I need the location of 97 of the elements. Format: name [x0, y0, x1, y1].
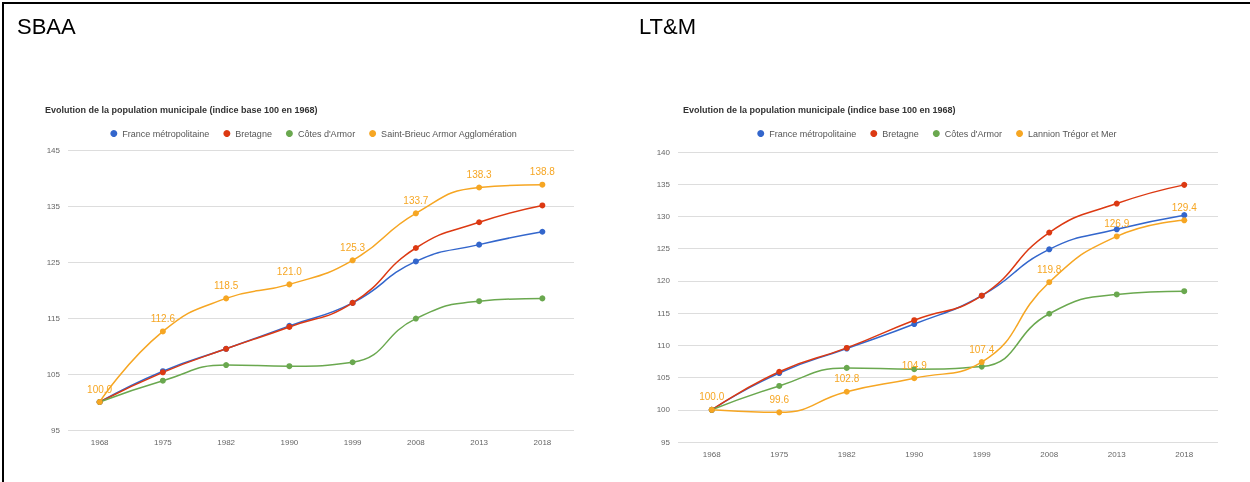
- y-tick-label: 95: [51, 425, 61, 435]
- point: [1113, 291, 1120, 298]
- y-tick-label: 100: [656, 405, 671, 415]
- data-label: 107.4: [969, 343, 995, 355]
- x-tick-label: 1968: [702, 449, 722, 459]
- x-tick-label: 2008: [406, 437, 426, 447]
- x-tick-label: 2018: [1175, 449, 1194, 459]
- point: [1181, 181, 1188, 188]
- point: [476, 184, 483, 191]
- point: [1113, 233, 1120, 240]
- data-label: 129.4: [1171, 201, 1198, 213]
- y-tick-label: 125: [656, 244, 671, 254]
- y-tick-label: 95: [661, 437, 671, 447]
- data-label: 121.0: [276, 265, 303, 277]
- point: [286, 363, 293, 370]
- data-label: 99.6: [769, 393, 790, 405]
- y-tick-label: 135: [656, 179, 671, 189]
- legend-label: Côtes d'Armor: [944, 128, 1003, 139]
- point: [1181, 217, 1188, 224]
- point: [1046, 246, 1053, 253]
- point: [412, 210, 419, 217]
- data-label: 102.8: [834, 373, 860, 385]
- x-tick-label: 1982: [217, 437, 236, 447]
- chart-subtitle: Evolution de la population municipale (indice base 100 en 1968): [45, 104, 318, 115]
- point: [1181, 212, 1188, 219]
- point: [1046, 310, 1053, 317]
- x-tick-label: 2018: [533, 437, 552, 447]
- point: [911, 375, 918, 382]
- data-label: 100.0: [699, 391, 725, 403]
- point: [776, 382, 783, 389]
- x-tick-label: 1968: [90, 437, 110, 447]
- chart-title: LT&M: [639, 13, 697, 39]
- data-label: 112.6: [150, 312, 176, 324]
- point: [286, 281, 293, 288]
- y-tick-label: 120: [656, 276, 671, 286]
- point: [1046, 229, 1053, 236]
- data-label: 138.3: [466, 169, 493, 181]
- x-tick-label: 1982: [837, 449, 857, 459]
- y-tick-label: 140: [656, 147, 671, 157]
- point: [1046, 279, 1053, 286]
- point: [223, 362, 230, 369]
- y-tick-label: 145: [46, 145, 61, 155]
- legend-label: France métropolitaine: [769, 128, 857, 139]
- point: [223, 295, 230, 302]
- x-tick-label: 2013: [470, 437, 489, 447]
- point: [159, 377, 166, 384]
- chart-subtitle: Evolution de la population municipale (indice base 100 en 1968): [683, 104, 956, 115]
- x-tick-label: 1990: [905, 449, 924, 459]
- point: [476, 241, 483, 248]
- point: [349, 257, 356, 264]
- y-tick-label: 115: [657, 308, 671, 318]
- x-tick-label: 1999: [972, 449, 992, 459]
- point: [776, 409, 783, 416]
- legend-label: Lannion Trégor et Mer: [1028, 128, 1117, 139]
- y-tick-label: 105: [656, 373, 671, 383]
- data-label: 126.9: [1104, 217, 1130, 229]
- point: [911, 317, 918, 324]
- y-tick-label: 125: [46, 257, 61, 267]
- x-tick-label: 2008: [1040, 449, 1059, 459]
- point: [412, 258, 419, 265]
- data-label: 104.9: [901, 359, 928, 371]
- data-label: 138.8: [529, 166, 556, 178]
- y-tick-label: 105: [46, 369, 61, 379]
- data-label: 125.3: [340, 241, 366, 253]
- point: [349, 359, 356, 366]
- point: [1181, 288, 1188, 295]
- point: [539, 202, 546, 209]
- point: [539, 295, 546, 302]
- point: [1113, 200, 1120, 207]
- y-tick-label: 130: [656, 211, 671, 221]
- legend-label: Bretagne: [882, 128, 919, 139]
- data-label: 119.8: [1037, 263, 1062, 275]
- point: [412, 315, 419, 322]
- x-tick-label: 1975: [153, 437, 173, 447]
- legend-label: Bretagne: [235, 128, 272, 139]
- x-tick-label: 2013: [1107, 449, 1127, 459]
- point: [978, 359, 985, 366]
- legend-label: Côtes d'Armor: [297, 128, 356, 139]
- legend-label: France métropolitaine: [122, 128, 210, 139]
- x-tick-label: 1999: [343, 437, 363, 447]
- x-tick-label: 1975: [770, 449, 789, 459]
- y-tick-label: 135: [46, 201, 61, 211]
- x-tick-label: 1990: [280, 437, 299, 447]
- data-label: 133.7: [403, 194, 429, 206]
- data-label: 118.5: [213, 279, 239, 291]
- point: [843, 364, 850, 371]
- legend-label: Saint-Brieuc Armor Agglomération: [381, 128, 517, 139]
- point: [539, 228, 546, 235]
- point: [476, 219, 483, 226]
- chart-title: SBAA: [17, 13, 77, 39]
- point: [539, 181, 546, 188]
- point: [159, 328, 166, 335]
- point: [412, 245, 419, 251]
- point: [843, 388, 850, 395]
- y-tick-label: 110: [657, 340, 671, 350]
- point: [476, 298, 483, 305]
- y-tick-label: 115: [47, 313, 61, 323]
